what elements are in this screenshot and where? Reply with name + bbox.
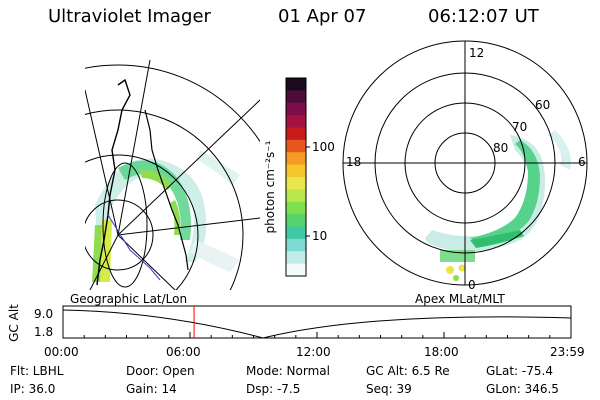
colorbar-unit-label: photon cm⁻²s⁻¹ (263, 140, 277, 234)
geographic-projection (85, 60, 260, 290)
polar-label-60: 60 (535, 98, 551, 112)
info-flt: Flt: LBHL (10, 364, 64, 378)
timeline-xtick-0: 00:00 (44, 345, 79, 359)
timeline-xtick-3: 18:00 (424, 345, 459, 359)
polar-label-0: 0 (468, 278, 476, 292)
timeline-ymax: 9.0 (34, 307, 54, 321)
info-door: Door: Open (126, 364, 195, 378)
instrument-title: Ultraviolet Imager (48, 6, 211, 27)
info-seq: Seq: 39 (366, 382, 412, 396)
info-dsp: Dsp: -7.5 (246, 382, 301, 396)
polar-label-12: 12 (469, 46, 485, 60)
polar-label-80: 80 (493, 141, 509, 155)
date-label: 01 Apr 07 (278, 6, 367, 27)
colorbar-band (286, 263, 306, 277)
colorbar-band (286, 78, 306, 91)
info-mode: Mode: Normal (246, 364, 330, 378)
colorbar-band (286, 152, 306, 166)
colorbar-band (286, 90, 306, 104)
timeline-ylabel: GC Alt (7, 304, 21, 342)
colorbar-tick-10: 10 (312, 229, 328, 243)
colorbar-band (286, 251, 306, 265)
polar-plot (342, 40, 588, 286)
timeline-xtick-1: 06:00 (166, 345, 201, 359)
colorbar (286, 78, 306, 277)
colorbar-band (286, 238, 306, 252)
info-glon: GLon: 346.5 (486, 382, 559, 396)
polar-label-70: 70 (512, 120, 528, 134)
colorbar-band (286, 189, 306, 203)
timeline-ymin: 1.8 (34, 325, 54, 339)
timeline-xtick-2: 12:00 (296, 345, 331, 359)
colorbar-band (286, 177, 306, 190)
colorbar-band (286, 214, 306, 227)
info-ip: IP: 36.0 (10, 382, 56, 396)
colorbar-band (286, 115, 306, 128)
polar-label-6: 6 (578, 155, 586, 169)
timeline-left-title: Geographic Lat/Lon (70, 292, 188, 306)
info-gcalt: GC Alt: 6.5 Re (366, 364, 450, 378)
altitude-timeline (62, 305, 572, 339)
colorbar-tick-100: 100 (312, 140, 335, 154)
colorbar-band (286, 226, 306, 240)
info-glat: GLat: -75.4 (486, 364, 553, 378)
colorbar-band (286, 164, 306, 178)
info-gain: Gain: 14 (126, 382, 177, 396)
colorbar-band (286, 139, 306, 153)
timeline-xtick-4: 23:59 (550, 345, 585, 359)
time-label: 06:12:07 UT (428, 6, 539, 27)
polar-label-18: 18 (346, 155, 362, 169)
colorbar-band (286, 127, 306, 141)
timeline-right-title: Apex MLat/MLT (415, 292, 505, 306)
colorbar-band (286, 201, 306, 215)
colorbar-band (286, 102, 306, 116)
